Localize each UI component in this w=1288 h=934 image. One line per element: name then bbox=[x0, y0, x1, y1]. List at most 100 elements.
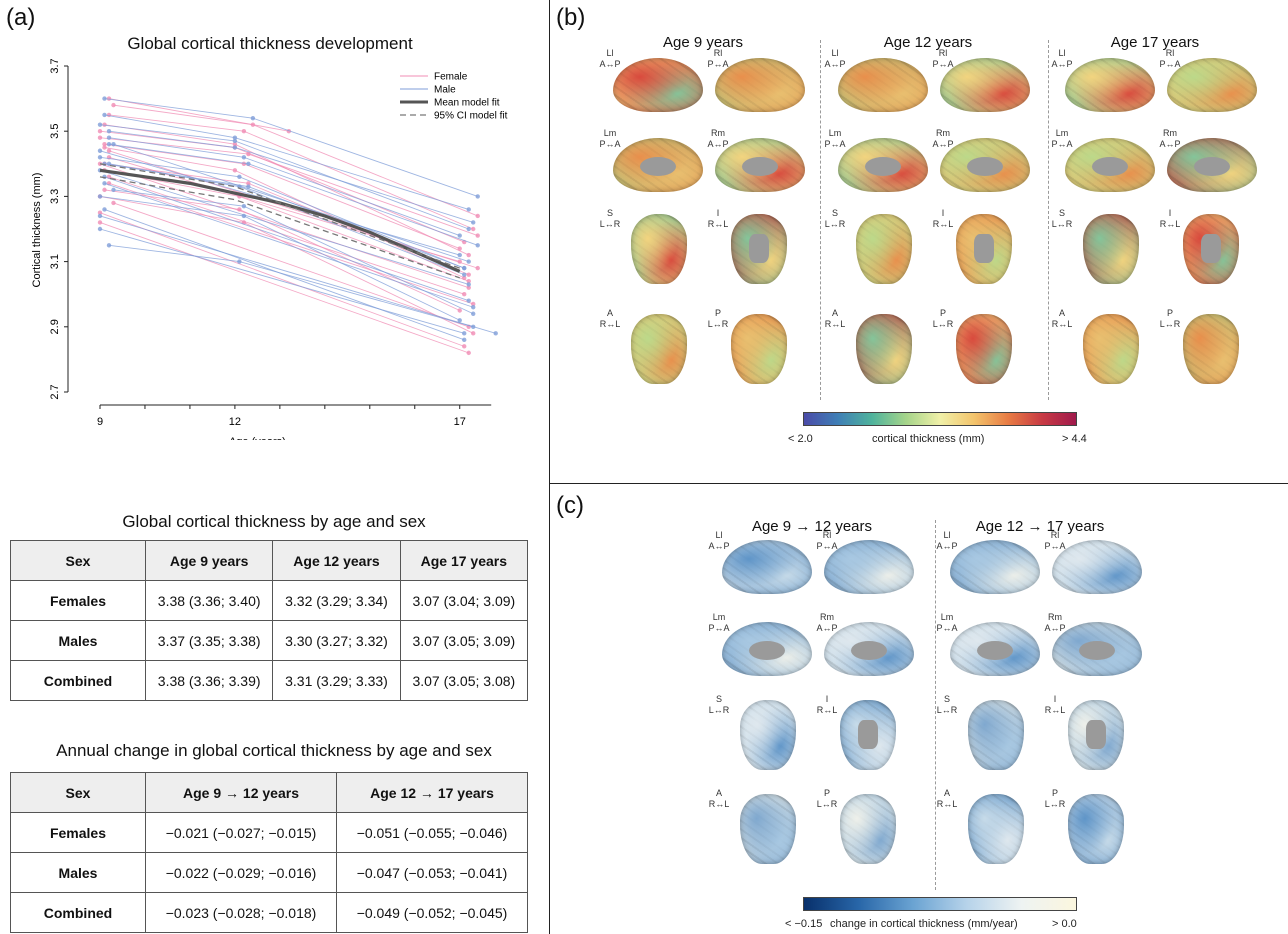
table1-header: Age 12 years bbox=[272, 540, 401, 581]
male-point bbox=[250, 115, 256, 121]
view-direction: A↔P bbox=[1051, 59, 1073, 69]
column-divider bbox=[820, 40, 821, 400]
male-point bbox=[102, 96, 107, 101]
male-point bbox=[232, 135, 238, 140]
view-label: A R↔L bbox=[932, 788, 962, 810]
brainstem bbox=[748, 233, 770, 263]
view-direction: P↔A bbox=[599, 139, 621, 149]
view-label: A R↔L bbox=[595, 308, 625, 330]
medial-wall bbox=[749, 640, 785, 660]
female-point bbox=[466, 350, 471, 356]
ci-upper-line bbox=[99, 163, 460, 269]
view-label: Lm P↔A bbox=[932, 612, 962, 634]
female-point bbox=[466, 272, 471, 277]
female-point bbox=[111, 102, 116, 108]
table2-cell: −0.023 (−0.028; −0.018) bbox=[145, 892, 337, 933]
female-point bbox=[457, 246, 462, 251]
view-code: Rm bbox=[936, 128, 950, 138]
male-point bbox=[462, 265, 467, 271]
view-direction: P↔A bbox=[707, 59, 729, 69]
view-code: P bbox=[1166, 308, 1173, 318]
female-point bbox=[457, 308, 462, 313]
table1-title: Global cortical thickness by age and sex bbox=[122, 512, 426, 531]
female-point bbox=[106, 148, 112, 153]
view-label: S L↔R bbox=[595, 208, 625, 230]
brain-surface bbox=[1065, 138, 1155, 192]
legend-female-label: Female bbox=[434, 72, 468, 83]
female-point bbox=[246, 181, 251, 186]
male-point bbox=[493, 331, 498, 336]
view-label: Rm A↔P bbox=[812, 612, 842, 634]
table-row: Females 3.38 (3.36; 3.40) 3.32 (3.29; 3.… bbox=[10, 580, 529, 621]
x-tick-label: 17 bbox=[454, 416, 466, 428]
brain-surface bbox=[840, 700, 896, 770]
table1-cell: 3.37 (3.35; 3.38) bbox=[144, 620, 274, 661]
y-tick-label: 3.5 bbox=[49, 124, 61, 139]
colorbar-min-label: < −0.15 bbox=[785, 918, 823, 930]
female-point bbox=[102, 142, 107, 147]
table1-cell: 3.07 (3.05; 3.09) bbox=[399, 620, 529, 661]
view-label: P L↔R bbox=[703, 308, 733, 330]
view-direction: L↔R bbox=[816, 799, 838, 809]
table1-cell: 3.31 (3.29; 3.33) bbox=[272, 660, 401, 701]
table2-cell: −0.022 (−0.029; −0.016) bbox=[145, 852, 337, 893]
table1-header: Age 9 years bbox=[144, 540, 274, 581]
table2-cell: Males bbox=[10, 852, 146, 893]
colorbar-title: cortical thickness (mm) bbox=[872, 433, 985, 445]
view-code: S bbox=[715, 694, 722, 704]
view-code: S bbox=[831, 208, 838, 218]
table1-cell: 3.07 (3.04; 3.09) bbox=[399, 580, 529, 621]
view-code: Rl bbox=[1050, 530, 1060, 540]
view-label: I R↔L bbox=[1040, 694, 1070, 716]
male-point bbox=[237, 174, 242, 180]
view-label: Ll A↔P bbox=[820, 48, 850, 70]
female-point bbox=[466, 285, 471, 290]
view-code: I bbox=[716, 208, 720, 218]
brain-surface bbox=[840, 794, 896, 864]
brain-surface bbox=[956, 214, 1012, 284]
view-label: Rl P↔A bbox=[1040, 530, 1070, 552]
brain-surface bbox=[731, 314, 787, 384]
view-direction: L↔R bbox=[936, 705, 958, 715]
female-trajectory bbox=[108, 182, 474, 305]
view-label: S L↔R bbox=[820, 208, 850, 230]
male-point bbox=[106, 142, 112, 147]
ci-lower-line bbox=[99, 176, 460, 279]
table1-header: Age 17 years bbox=[399, 540, 529, 581]
view-direction: P↔A bbox=[816, 541, 838, 551]
view-code: P bbox=[1051, 788, 1058, 798]
annual-change-table: Sex Age 9 → 12 years Age 12 → 17 years F… bbox=[10, 772, 528, 933]
male-point bbox=[475, 194, 480, 199]
brain-surface bbox=[1068, 700, 1124, 770]
male-point bbox=[232, 145, 238, 150]
view-label: I R↔L bbox=[703, 208, 733, 230]
view-label: Ll A↔P bbox=[595, 48, 625, 70]
y-tick-label: 2.7 bbox=[49, 384, 61, 399]
female-trajectory bbox=[113, 202, 469, 328]
brain-surface bbox=[838, 138, 928, 192]
column-title: Age 9 → 12 years bbox=[751, 518, 873, 535]
view-direction: R↔L bbox=[824, 319, 846, 329]
view-label: A R↔L bbox=[704, 788, 734, 810]
colorbar-min-label: < 2.0 bbox=[788, 433, 813, 445]
view-code: Rm bbox=[1048, 612, 1062, 622]
view-code: Rl bbox=[938, 48, 948, 58]
view-label: P L↔R bbox=[928, 308, 958, 330]
view-direction: L↔R bbox=[707, 319, 729, 329]
female-point bbox=[232, 142, 238, 147]
female-point bbox=[475, 265, 480, 271]
column-title: Age 12 years bbox=[883, 34, 973, 51]
male-point bbox=[106, 135, 112, 140]
male-point bbox=[457, 318, 462, 323]
view-direction: L↔R bbox=[708, 705, 730, 715]
table2-title: Annual change in global cortical thickne… bbox=[56, 741, 492, 760]
female-point bbox=[97, 135, 103, 140]
view-label: P L↔R bbox=[1155, 308, 1185, 330]
male-trajectory bbox=[104, 209, 465, 341]
brain-surface bbox=[715, 58, 805, 112]
brain-surface bbox=[1167, 138, 1257, 192]
brain-surface bbox=[715, 138, 805, 192]
brainstem bbox=[1085, 719, 1107, 749]
table2-cell: −0.021 (−0.027; −0.015) bbox=[145, 812, 337, 853]
x-tick-label: 12 bbox=[229, 416, 241, 428]
